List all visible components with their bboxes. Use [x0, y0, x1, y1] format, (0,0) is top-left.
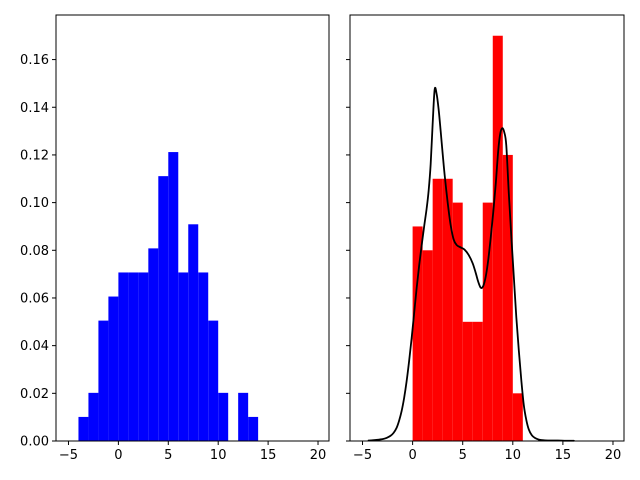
x-tick-label: 5 [459, 448, 467, 463]
y-tick-label: 0.06 [20, 292, 49, 307]
axes-frame [349, 14, 625, 442]
histogram-bar [412, 226, 423, 441]
histogram-bar [178, 272, 189, 441]
y-tick-label: 0.08 [20, 244, 49, 259]
histogram-bar [78, 416, 89, 441]
y-tick-label: 0.04 [20, 339, 49, 354]
x-tick-label: 15 [555, 448, 572, 463]
x-tick-label: 0 [408, 448, 416, 463]
histogram-bar [158, 176, 169, 441]
axes-frame [55, 14, 330, 442]
x-tick-label: 0 [114, 448, 122, 463]
y-tick-label: 0.10 [20, 196, 49, 211]
y-tick-label: 0.14 [20, 101, 49, 116]
x-tick-label: 20 [605, 448, 622, 463]
x-tick-label: −5 [59, 448, 78, 463]
histogram-bar [512, 393, 523, 441]
x-tick-label: 15 [260, 448, 277, 463]
histogram-bar [492, 35, 503, 442]
histogram-bar [482, 202, 493, 441]
histogram-bar [128, 272, 139, 441]
y-tick-label: 0.12 [20, 148, 49, 163]
histogram-bar [462, 321, 473, 441]
histogram-bar [88, 392, 99, 441]
x-tick-label: 10 [210, 448, 227, 463]
histogram-bar [198, 272, 209, 441]
x-tick-label: 20 [310, 448, 327, 463]
y-tick-label: 0.02 [20, 387, 49, 402]
histogram-bar [218, 392, 229, 441]
kde-curve [367, 86, 575, 442]
y-tick-label: 0.16 [20, 53, 49, 68]
y-tick-label: 0.00 [20, 435, 49, 450]
histogram-bar [108, 296, 119, 441]
histogram-bar [188, 224, 199, 441]
histogram-bar [432, 178, 443, 441]
histogram-bar [422, 250, 433, 441]
histogram-bar [502, 154, 513, 441]
histogram-bar [248, 416, 259, 441]
histogram-bar [148, 248, 159, 441]
histogram-bar [442, 178, 453, 441]
x-tick-label: −5 [353, 448, 372, 463]
histogram-bar [98, 320, 109, 441]
histogram-bar [138, 272, 149, 441]
histogram-bar [208, 320, 219, 441]
histogram-bar [118, 272, 129, 441]
histogram-bar [238, 392, 249, 441]
x-tick-label: 5 [164, 448, 172, 463]
histogram-bar [472, 321, 483, 441]
histogram-bar [452, 202, 463, 441]
x-tick-label: 10 [505, 448, 522, 463]
histogram-bar [168, 152, 179, 441]
